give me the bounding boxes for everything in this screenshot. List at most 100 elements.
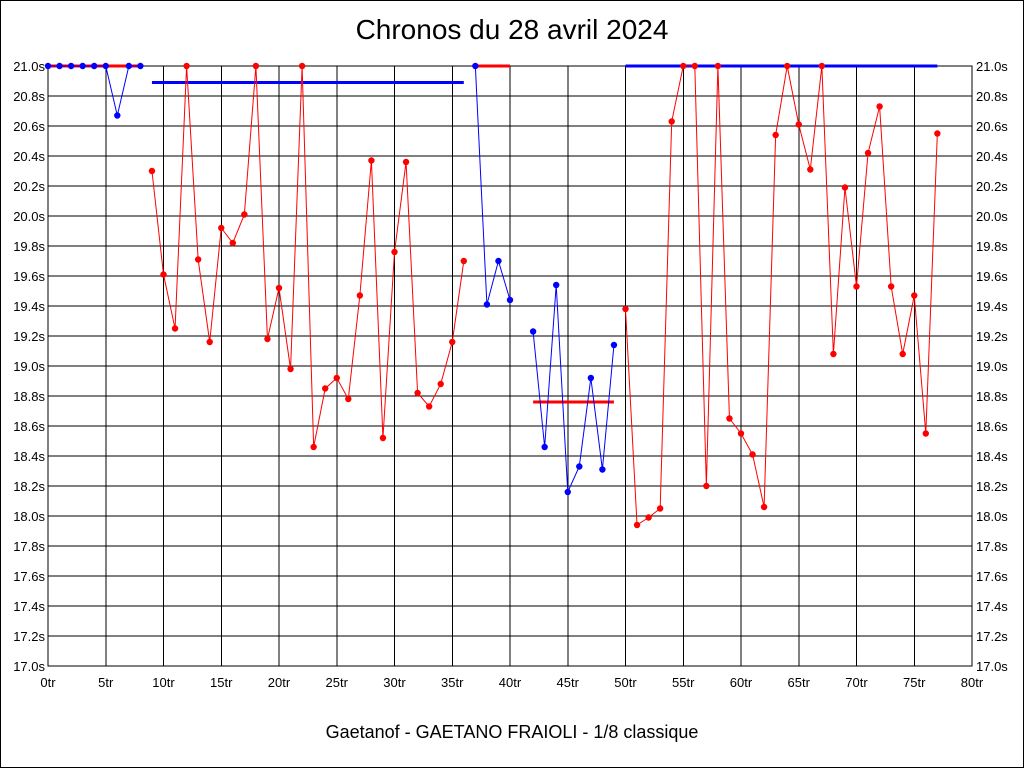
y-tick-label-right: 19.4s <box>976 299 1008 314</box>
data-point <box>460 257 467 265</box>
data-point <box>322 385 329 392</box>
chart-title: Chronos du 28 avril 2024 <box>355 14 669 45</box>
data-point <box>714 62 722 70</box>
y-tick-label-right: 17.2s <box>976 629 1008 644</box>
data-point <box>275 284 283 292</box>
x-tick-label: 55tr <box>672 675 695 690</box>
data-point <box>529 328 537 335</box>
x-tick-label: 25tr <box>326 675 349 690</box>
y-tick-label-right: 20.4s <box>976 149 1008 164</box>
data-point <box>437 380 444 388</box>
y-tick-label-right: 18.4s <box>976 449 1008 464</box>
data-point <box>876 103 883 110</box>
data-point <box>160 271 167 278</box>
y-tick-label-right: 18.8s <box>976 389 1008 404</box>
y-tick-label-right: 19.0s <box>976 359 1008 374</box>
data-point <box>91 62 98 70</box>
data-point <box>691 62 698 70</box>
data-point <box>772 131 779 139</box>
y-tick-label-left: 18.4s <box>13 449 45 464</box>
data-point <box>703 482 710 490</box>
data-point <box>830 350 837 358</box>
data-point <box>56 62 63 70</box>
y-tick-label-right: 21.0s <box>976 59 1008 74</box>
series-line <box>151 65 465 448</box>
data-point <box>749 451 756 458</box>
x-tick-label: 65tr <box>788 675 811 690</box>
y-tick-label-left: 19.2s <box>13 329 45 344</box>
data-point <box>102 62 109 70</box>
x-tick-label: 30tr <box>383 675 406 690</box>
data-point <box>760 503 768 511</box>
data-point <box>726 415 733 422</box>
data-point <box>252 62 260 70</box>
y-tick-label-left: 19.6s <box>13 269 45 284</box>
data-point <box>553 281 560 289</box>
data-point <box>483 301 491 308</box>
y-tick-label-right: 18.0s <box>976 509 1008 524</box>
y-tick-label-right: 20.2s <box>976 179 1008 194</box>
y-tick-label-right: 17.6s <box>976 569 1008 584</box>
data-point <box>864 149 872 157</box>
x-tick-label: 10tr <box>152 675 175 690</box>
data-point <box>472 62 479 70</box>
x-tick-label: 20tr <box>268 675 291 690</box>
y-tick-label-left: 20.2s <box>13 179 45 194</box>
data-point <box>506 296 514 304</box>
data-point <box>402 158 410 166</box>
data-point <box>310 443 317 451</box>
data-point <box>564 488 571 496</box>
data-point <box>229 239 236 247</box>
y-tick-label-right: 20.8s <box>976 89 1008 104</box>
data-point <box>137 62 144 70</box>
x-tick-label: 50tr <box>614 675 637 690</box>
y-tick-label-right: 20.0s <box>976 209 1008 224</box>
y-tick-label-left: 18.8s <box>13 389 45 404</box>
data-point <box>298 62 306 70</box>
y-tick-label-right: 18.2s <box>976 479 1008 494</box>
data-point <box>668 118 675 125</box>
y-tick-label-left: 18.2s <box>13 479 45 494</box>
series-line <box>474 65 511 305</box>
data-point <box>818 62 826 70</box>
data-point <box>345 395 352 403</box>
data-point <box>287 365 294 373</box>
y-tick-label-left: 20.0s <box>13 209 45 224</box>
data-point <box>622 305 629 313</box>
x-tick-label: 0tr <box>40 675 56 690</box>
y-tick-label-left: 18.0s <box>13 509 45 524</box>
series-line <box>625 65 938 526</box>
data-point <box>680 62 687 70</box>
data-point <box>218 224 225 232</box>
x-tick-label: 75tr <box>903 675 926 690</box>
data-point <box>114 112 121 119</box>
series-line <box>532 284 615 493</box>
y-tick-label-left: 21.0s <box>13 59 45 74</box>
x-tick-label: 35tr <box>441 675 464 690</box>
y-tick-label-left: 17.0s <box>13 659 45 674</box>
data-point <box>610 341 618 349</box>
data-point <box>333 374 340 382</box>
data-point <box>922 430 929 437</box>
data-point <box>495 257 502 265</box>
y-tick-label-right: 17.4s <box>976 599 1008 614</box>
data-point <box>541 443 548 451</box>
x-tick-label: 5tr <box>98 675 114 690</box>
data-point <box>656 505 664 512</box>
data-point <box>841 184 849 191</box>
data-point <box>795 121 802 128</box>
data-point <box>183 62 190 70</box>
y-tick-label-right: 17.0s <box>976 659 1008 674</box>
data-point <box>194 256 202 263</box>
y-tick-label-left: 19.4s <box>13 299 45 314</box>
data-point <box>44 62 52 70</box>
y-tick-label-left: 17.8s <box>13 539 45 554</box>
y-tick-label-right: 19.8s <box>976 239 1008 254</box>
y-tick-label-right: 17.8s <box>976 539 1008 554</box>
x-tick-label: 45tr <box>557 675 580 690</box>
y-tick-label-left: 20.6s <box>13 119 45 134</box>
y-tick-label-left: 20.8s <box>13 89 45 104</box>
y-tick-label-left: 19.0s <box>13 359 45 374</box>
data-point <box>356 292 364 299</box>
